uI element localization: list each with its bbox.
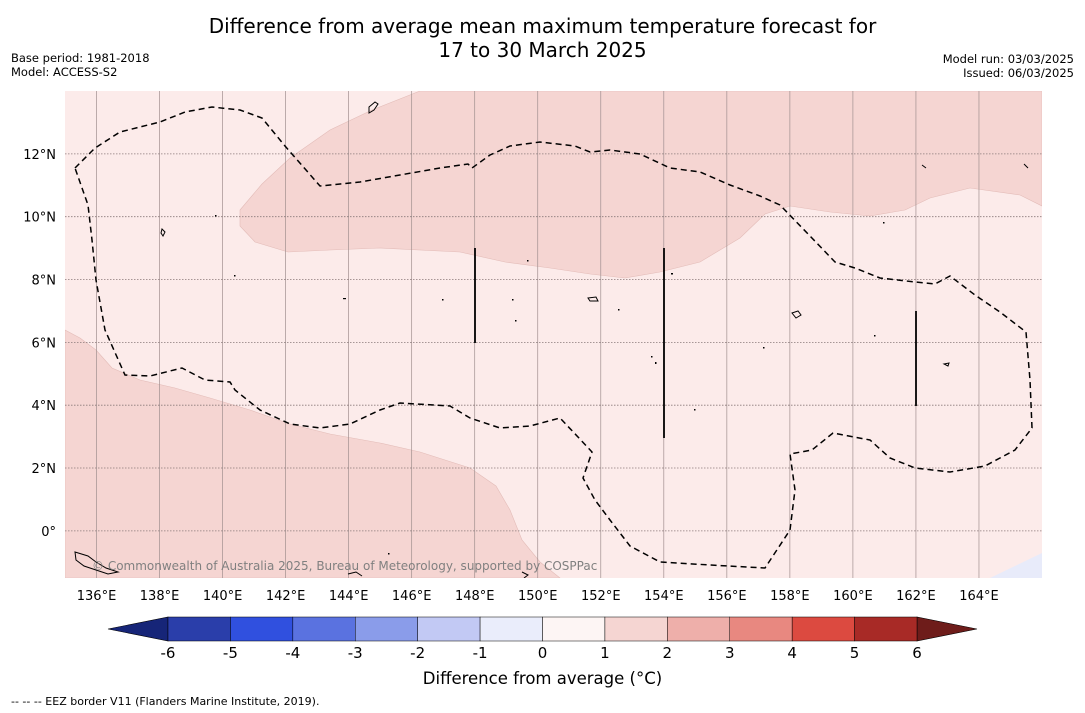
colorbar-cell [417,616,481,642]
colorbar-tick-label: -4 [285,644,300,662]
island [347,571,363,577]
latitude-tick-label: 8°N [32,274,57,289]
colorbar-cells [107,616,978,642]
longitude-tick-label: 146°E [392,589,432,604]
island [921,163,1029,169]
colorbar-tick-label: 5 [850,644,860,662]
colorbar-tick-label: 0 [538,644,548,662]
model-run: Model run: 03/03/2025 [942,52,1074,66]
colorbar-cell [167,616,231,642]
island [791,310,802,319]
longitude-tick-label: 158°E [770,589,810,604]
title-line-1: Difference from average mean maximum tem… [208,14,877,38]
longitude-tick-label: 160°E [833,589,873,604]
anomaly-region-southeast [990,553,1042,578]
base-period: Base period: 1981-2018 [11,51,150,65]
latitude-tick-label: 6°N [32,336,57,351]
colorbar-cell [230,616,294,642]
island [160,228,166,237]
longitude-tick-labels: 136°E 138°E 140°E 142°E 144°E 146°E 148°E 150°E… [77,589,999,604]
latitude-tick-label: 2°N [32,462,57,477]
longitude-tick-label: 162°E [896,589,936,604]
longitude-tick-label: 156°E [707,589,747,604]
model-name: Model: ACCESS-S2 [11,65,118,79]
colorbar-tick-label: 1 [600,644,610,662]
longitude-tick-label: 140°E [203,589,243,604]
longitude-tick-label: 150°E [518,589,558,604]
colorbar-cell [791,616,855,642]
gridlines [65,91,1042,578]
colorbar-tick-label: -1 [473,644,488,662]
longitude-tick-label: 136°E [77,589,117,604]
longitude-tick-label: 148°E [455,589,495,604]
islets [215,215,885,555]
colorbar-cell [479,616,543,642]
latitude-tick-label: 12°N [23,148,56,163]
anomaly-region-southwest [65,329,561,578]
meta-left: Base period: 1981-2018 Model: ACCESS-S2 [11,51,150,79]
latitude-tick-label: 0° [41,525,56,540]
islands [74,101,1029,578]
colorbar-tick-labels: -6 -5 -4 -3 -2 -1 0 1 2 3 4 5 6 [161,644,922,662]
colorbar-cell [292,616,356,642]
longitude-tick-label: 138°E [140,589,180,604]
latitude-tick-label: 4°N [32,399,57,414]
colorbar-tick-label: -6 [161,644,176,662]
longitude-tick-label: 154°E [644,589,684,604]
colorbar-tick-label: -5 [223,644,238,662]
latitude-tick-labels: 12°N 10°N 8°N 6°N 4°N 2°N 0° [23,148,56,540]
issued-date: Issued: 06/03/2025 [963,66,1074,80]
eez-footnote: -- -- -- EEZ border V11 (Flanders Marine… [11,695,320,708]
map-title: Difference from average mean maximum tem… [0,14,1085,62]
colorbar-low-extend [107,616,169,642]
colorbar-tick-label: -3 [348,644,363,662]
colorbar-tick-label: 3 [725,644,735,662]
map-figure: © Commonwealth of Australia 2025, Bureau… [23,91,1042,604]
latitude-tick-label: 10°N [23,211,56,226]
longitude-tick-label: 152°E [581,589,621,604]
colorbar-cell [854,616,918,642]
colorbar-title: Difference from average (°C) [422,669,663,688]
island [74,551,120,575]
colorbar-tick-label: 2 [663,644,673,662]
colorbar-cell [542,616,606,642]
title-line-2: 17 to 30 March 2025 [438,38,647,62]
maritime-boundaries [474,248,917,438]
colorbar-tick-label: 4 [787,644,797,662]
island [368,101,379,114]
island [942,362,950,367]
colorbar-tick-label: -2 [410,644,425,662]
colorbar-high-extend [916,616,978,642]
longitude-tick-label: 164°E [959,589,999,604]
island [587,296,599,302]
colorbar-tick-label: 6 [912,644,922,662]
copyright-text: © Commonwealth of Australia 2025, Bureau… [92,559,597,573]
colorbar-cell [729,616,793,642]
colorbar-cell [604,616,668,642]
island [521,571,529,578]
colorbar-cell [355,616,418,642]
longitude-tick-label: 144°E [329,589,369,604]
longitude-tick-label: 142°E [266,589,306,604]
map-plot-area: © Commonwealth of Australia 2025, Bureau… [65,91,1042,578]
colorbar-cell [667,616,730,642]
meta-right: Model run: 03/03/2025 Issued: 06/03/2025 [943,52,1074,80]
